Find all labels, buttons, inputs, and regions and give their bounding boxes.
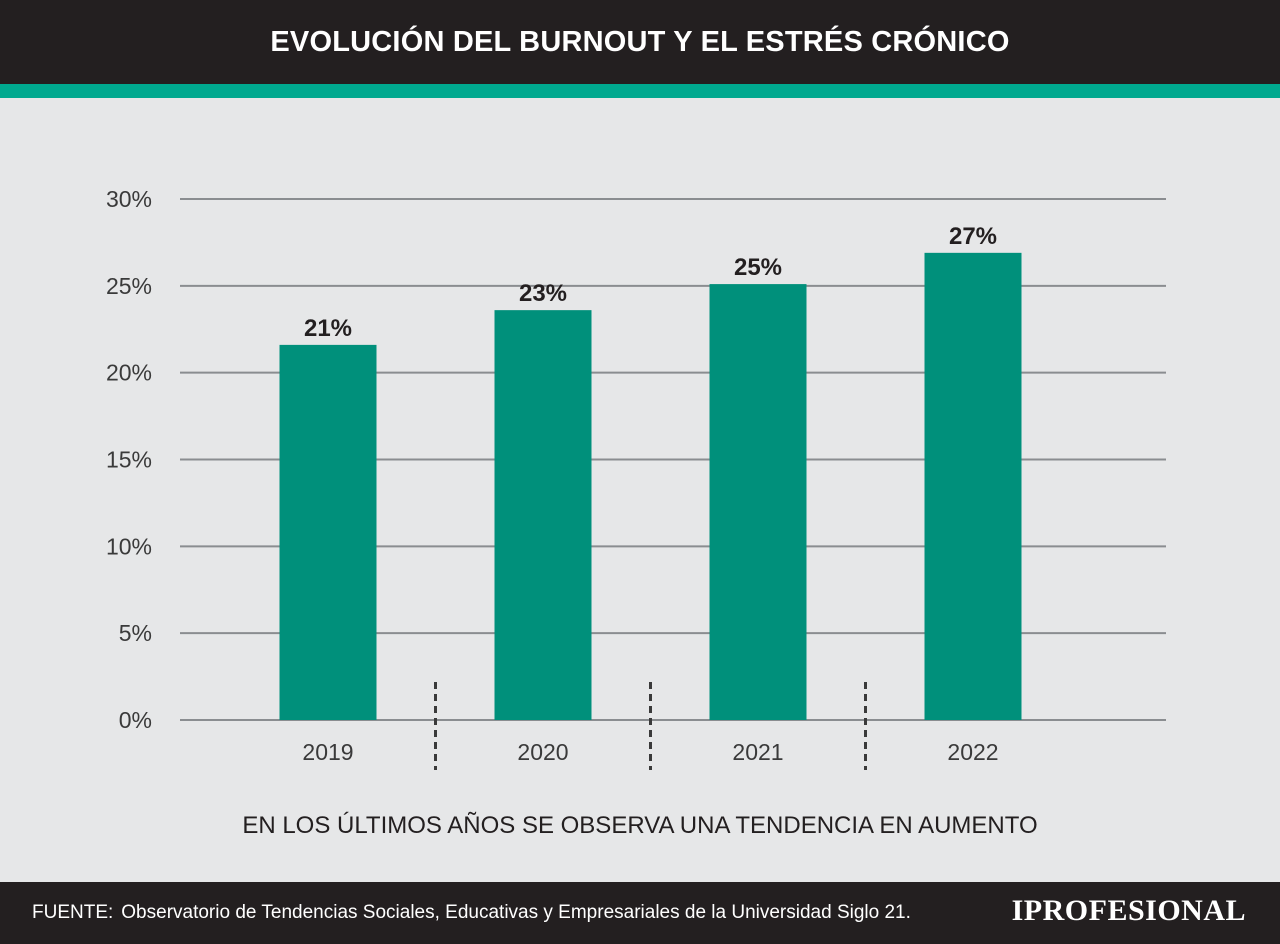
y-tick-label: 10% — [106, 533, 152, 559]
bar — [494, 310, 592, 720]
header-bar: EVOLUCIÓN DEL BURNOUT Y EL ESTRÉS CRÓNIC… — [0, 0, 1280, 84]
x-tick-label: 2020 — [517, 739, 568, 765]
data-label: 25% — [734, 254, 782, 281]
source-label: FUENTE: — [32, 902, 114, 923]
bar — [924, 252, 1022, 720]
bar-chart: 0% 5% 10% 15% 20% 25% 30% 21% 2019 23% 2020 25% 2021… — [106, 186, 1166, 770]
chart-subtitle: EN LOS ÚLTIMOS AÑOS SE OBSERVA UNA TENDE… — [242, 812, 1038, 839]
source-text: Observatorio de Tendencias Sociales, Edu… — [121, 902, 911, 923]
y-tick-label: 20% — [106, 360, 152, 386]
bar — [279, 344, 377, 720]
chart-title: EVOLUCIÓN DEL BURNOUT Y EL ESTRÉS CRÓNIC… — [270, 25, 1010, 58]
data-label: 21% — [304, 315, 352, 342]
source-line: FUENTE: Observatorio de Tendencias Social… — [32, 902, 911, 924]
y-tick-label: 30% — [106, 186, 152, 212]
y-tick-label: 5% — [119, 620, 152, 646]
x-tick-label: 2019 — [302, 739, 353, 765]
x-tick-label: 2021 — [732, 739, 783, 765]
accent-stripe — [0, 84, 1280, 98]
brand-logo: IPROFESIONAL — [1011, 894, 1246, 927]
y-tick-label: 25% — [106, 273, 152, 299]
y-tick-label: 0% — [119, 707, 152, 733]
bar — [709, 284, 807, 720]
data-label: 23% — [519, 280, 567, 307]
x-tick-label: 2022 — [947, 739, 998, 765]
y-tick-label: 15% — [106, 447, 152, 473]
footer-bar: FUENTE: Observatorio de Tendencias Social… — [0, 882, 1280, 944]
data-label: 27% — [949, 223, 997, 250]
